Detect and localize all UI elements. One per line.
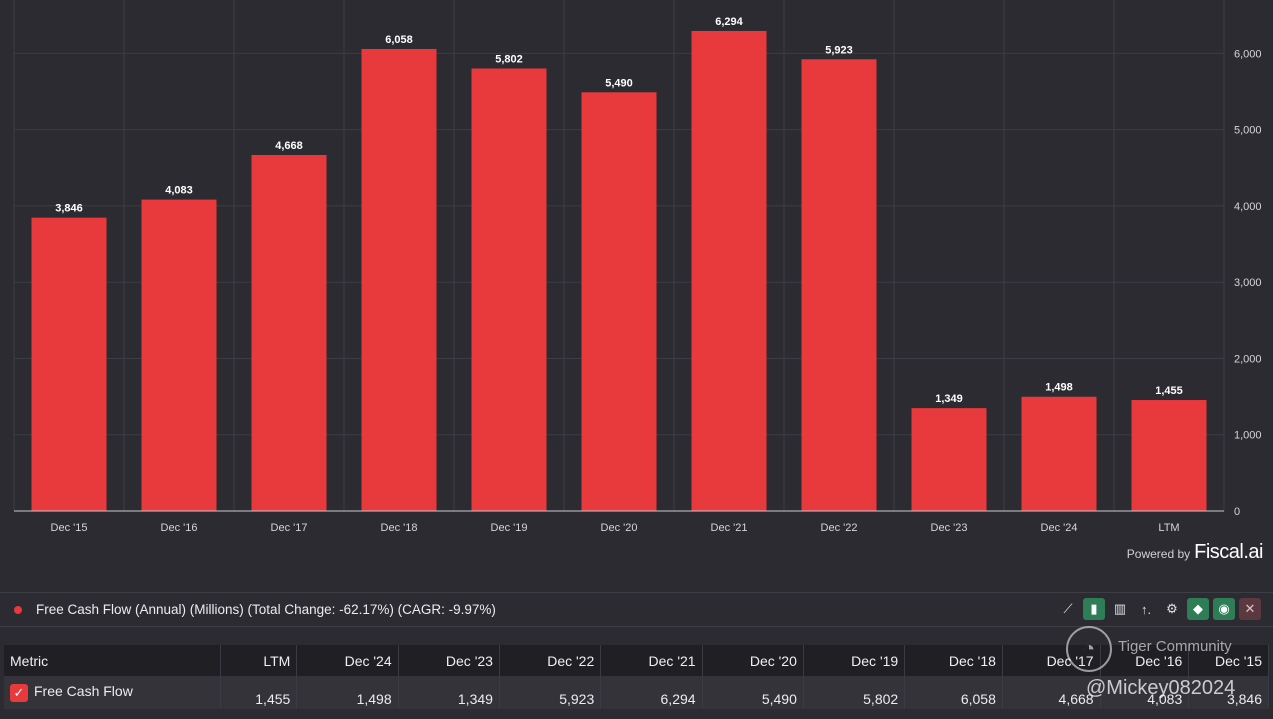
bar-value-label: 4,668 <box>275 140 303 152</box>
bar-value-label: 5,923 <box>825 44 853 56</box>
x-tick-label: Dec '15 <box>51 522 88 534</box>
bar[interactable] <box>911 408 987 511</box>
powered-by: Powered by Fiscal.ai <box>1100 541 1264 571</box>
sort-icon[interactable]: ↑. <box>1140 601 1152 617</box>
table-cell: 1,498 <box>296 676 399 709</box>
y-tick-label: 2,000 <box>1234 353 1262 365</box>
bar[interactable] <box>361 48 437 511</box>
x-tick-label: Dec '18 <box>381 522 418 534</box>
bar-chart-icon[interactable]: ▮ <box>1083 598 1105 620</box>
x-tick-label: Dec '20 <box>601 522 638 534</box>
x-tick-label: Dec '22 <box>821 522 858 534</box>
line-chart-icon[interactable]: ⟋ <box>1063 601 1073 616</box>
y-tick-label: 0 <box>1234 506 1240 518</box>
bar-value-label: 1,349 <box>935 393 963 405</box>
column-header[interactable]: LTM <box>220 645 298 676</box>
column-header[interactable]: Dec '18 <box>904 645 1003 676</box>
table-cell: 1,455 <box>220 676 298 709</box>
bar[interactable] <box>1021 396 1097 511</box>
eye-icon[interactable]: ◉ <box>1213 598 1235 620</box>
table-cell: 5,923 <box>499 676 602 709</box>
x-tick-label: LTM <box>1158 522 1179 534</box>
y-tick-label: 4,000 <box>1234 201 1262 213</box>
y-tick-label: 5,000 <box>1234 125 1262 137</box>
y-tick-label: 1,000 <box>1234 430 1262 442</box>
stacked-bar-icon[interactable]: ▥ <box>1113 601 1127 616</box>
bar[interactable] <box>1131 400 1207 511</box>
column-header[interactable]: Dec '24 <box>296 645 399 676</box>
series-color-dot <box>14 605 22 614</box>
y-tick-label: 6,000 <box>1234 48 1262 60</box>
bar[interactable] <box>141 199 217 511</box>
bar[interactable] <box>251 154 327 511</box>
x-tick-label: Dec '17 <box>271 522 308 534</box>
data-table: Metric LTM Dec '24 Dec '23 Dec '22 Dec '21 Dec… <box>4 645 1269 709</box>
table-cell: 4,083 <box>1100 676 1190 709</box>
chart-toolbar: ⟋ ▮ ▥ ↑. ⚙ ◆ ◉ ✕ <box>1057 598 1261 620</box>
free-cash-flow-chart: 3,846 4,083 4,668 6,058 5,802 5,490 6,294 5,923… <box>13 0 1262 534</box>
table-header-row: Metric LTM Dec '24 Dec '23 Dec '22 Dec '21 Dec… <box>4 645 1269 676</box>
column-header[interactable]: Dec '20 <box>702 645 804 676</box>
column-header[interactable]: Dec '19 <box>803 645 906 676</box>
powered-by-text: Powered by <box>1126 547 1191 561</box>
column-header[interactable]: Dec '15 <box>1188 645 1269 676</box>
tag-icon[interactable]: ◆ <box>1187 598 1209 620</box>
x-tick-label: Dec '23 <box>931 522 968 534</box>
table-cell: 6,294 <box>600 676 703 709</box>
bar-value-label: 6,058 <box>385 34 413 46</box>
table-row: ✓ Free Cash Flow 1,455 1,498 1,349 5,923 6,294… <box>4 676 1269 709</box>
bar[interactable] <box>801 59 877 512</box>
brand-logo[interactable]: Fiscal.ai <box>1194 541 1263 563</box>
column-header-metric[interactable]: Metric <box>4 645 222 676</box>
bar-value-label: 1,498 <box>1045 382 1073 394</box>
bar[interactable] <box>31 217 107 511</box>
bar[interactable] <box>691 30 767 511</box>
bar-value-label: 5,490 <box>605 77 633 89</box>
table-cell: 6,058 <box>904 676 1003 709</box>
column-header[interactable]: Dec '16 <box>1100 645 1190 676</box>
table-cell: 5,490 <box>702 676 804 709</box>
column-header[interactable]: Dec '21 <box>600 645 703 676</box>
column-header[interactable]: Dec '17 <box>1002 645 1101 676</box>
close-icon[interactable]: ✕ <box>1239 598 1261 620</box>
x-tick-label: Dec '16 <box>161 522 198 534</box>
bar[interactable] <box>581 92 657 512</box>
y-tick-label: 3,000 <box>1234 277 1262 289</box>
series-legend-text: Free Cash Flow (Annual) (Millions) (Tota… <box>36 602 496 617</box>
x-tick-label: Dec '19 <box>491 522 528 534</box>
bar-value-label: 3,846 <box>55 203 83 215</box>
table-cell: 4,668 <box>1002 676 1101 709</box>
metric-cell: ✓ Free Cash Flow <box>4 676 222 709</box>
x-tick-label: Dec '21 <box>711 522 748 534</box>
column-header[interactable]: Dec '23 <box>398 645 500 676</box>
gear-icon[interactable]: ⚙ <box>1166 601 1178 616</box>
column-header[interactable]: Dec '22 <box>499 645 602 676</box>
bar[interactable] <box>471 68 547 511</box>
table-cell: 3,846 <box>1188 676 1269 709</box>
table-cell: 5,802 <box>803 676 906 709</box>
x-tick-label: Dec '24 <box>1041 522 1078 534</box>
table-cell: 1,349 <box>398 676 500 709</box>
checkbox-checked-icon[interactable]: ✓ <box>10 683 28 702</box>
bar-value-label: 1,455 <box>1155 385 1183 397</box>
bar-value-label: 4,083 <box>165 185 193 197</box>
metric-label: Free Cash Flow <box>34 683 133 700</box>
bar-value-label: 5,802 <box>495 53 523 65</box>
bar-value-label: 6,294 <box>715 16 743 28</box>
series-legend: Free Cash Flow (Annual) (Millions) (Tota… <box>0 592 1273 627</box>
